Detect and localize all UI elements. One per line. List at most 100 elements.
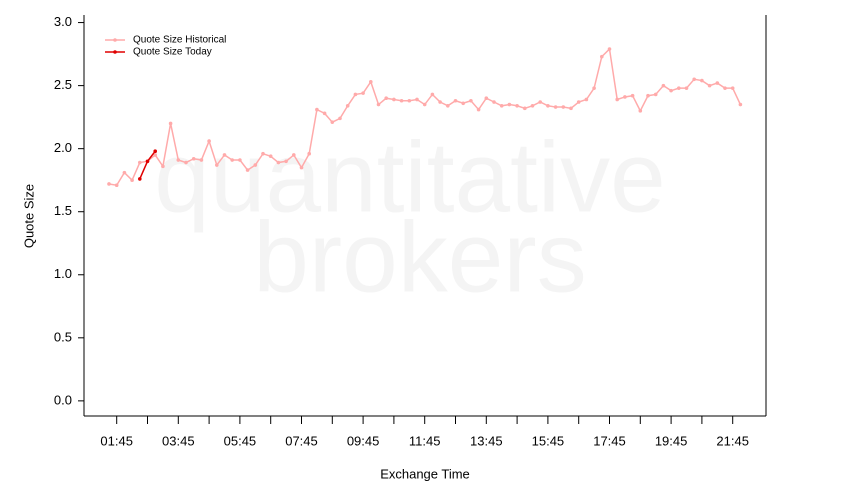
x-tick-label: 01:45 — [100, 433, 133, 448]
point — [469, 98, 473, 103]
point — [438, 100, 442, 104]
point — [623, 95, 627, 99]
point — [730, 86, 735, 90]
point — [184, 160, 188, 165]
y-tick-label: 0.5 — [54, 329, 72, 344]
point — [392, 97, 396, 102]
point — [345, 103, 350, 108]
point — [307, 151, 312, 156]
legend-label: Quote Size Historical — [133, 35, 226, 46]
point — [245, 168, 250, 172]
point — [176, 158, 181, 162]
point — [422, 102, 427, 107]
point — [153, 153, 157, 157]
point — [338, 116, 342, 121]
point — [415, 97, 419, 102]
point — [430, 92, 435, 97]
y-axis-label: Quote Size — [21, 184, 36, 248]
point — [561, 105, 566, 109]
x-tick-label: 03:45 — [162, 433, 195, 448]
point — [607, 47, 612, 51]
point — [261, 151, 265, 156]
point — [592, 86, 596, 90]
point — [230, 158, 234, 162]
point — [122, 170, 127, 175]
point — [723, 86, 727, 90]
point — [330, 120, 335, 124]
point — [199, 158, 204, 162]
point — [653, 92, 658, 97]
point — [376, 102, 381, 107]
point — [253, 163, 258, 167]
point — [107, 182, 111, 186]
x-tick-label: 19:45 — [655, 433, 688, 448]
point — [399, 98, 404, 103]
point — [322, 111, 327, 116]
point — [215, 163, 219, 167]
x-tick-label: 11:45 — [409, 433, 441, 448]
point — [600, 54, 604, 59]
point — [453, 98, 458, 103]
point — [553, 105, 558, 109]
x-tick-label: 13:45 — [470, 433, 503, 448]
point — [292, 153, 296, 157]
y-tick-label: 1.0 — [54, 266, 72, 281]
point — [661, 83, 666, 88]
point — [738, 102, 743, 107]
point — [499, 103, 504, 108]
point — [700, 78, 704, 83]
point — [446, 103, 450, 108]
point — [384, 96, 389, 101]
y-tick-label: 3.0 — [54, 14, 72, 29]
point — [515, 103, 519, 108]
legend-label: Quote Size Today — [133, 47, 212, 58]
x-tick-label: 07:45 — [285, 433, 318, 448]
point — [523, 106, 527, 111]
x-tick-label: 05:45 — [224, 433, 257, 448]
point — [669, 88, 673, 93]
point — [492, 100, 496, 104]
point — [630, 93, 635, 98]
y-tick-label: 1.5 — [54, 203, 72, 218]
point — [369, 80, 373, 84]
watermark: brokers — [253, 201, 586, 313]
point — [315, 107, 319, 112]
point — [684, 86, 689, 90]
point — [569, 106, 573, 111]
point — [138, 177, 142, 181]
point — [507, 102, 512, 107]
point — [268, 154, 273, 159]
point — [161, 164, 165, 169]
point — [284, 159, 288, 164]
point — [222, 153, 227, 157]
point — [615, 97, 619, 102]
point — [145, 159, 150, 164]
legend-point — [113, 38, 117, 42]
x-tick-label: 21:45 — [716, 433, 749, 448]
point — [191, 156, 196, 161]
point — [130, 178, 134, 182]
y-tick-label: 2.0 — [54, 140, 72, 155]
point — [299, 165, 304, 170]
point — [715, 81, 720, 85]
x-tick-label: 09:45 — [347, 433, 380, 448]
point — [114, 183, 119, 188]
point — [168, 121, 173, 126]
point — [353, 92, 358, 97]
point — [238, 158, 242, 162]
point — [461, 101, 466, 106]
point — [677, 86, 681, 90]
point — [207, 139, 211, 143]
watermark: quantitative — [154, 121, 665, 233]
point — [707, 83, 712, 88]
legend-point — [113, 50, 117, 54]
point — [476, 107, 481, 112]
point — [138, 160, 142, 165]
point — [538, 100, 542, 104]
x-tick-label: 15:45 — [532, 433, 565, 448]
point — [407, 98, 412, 103]
point — [361, 91, 365, 95]
